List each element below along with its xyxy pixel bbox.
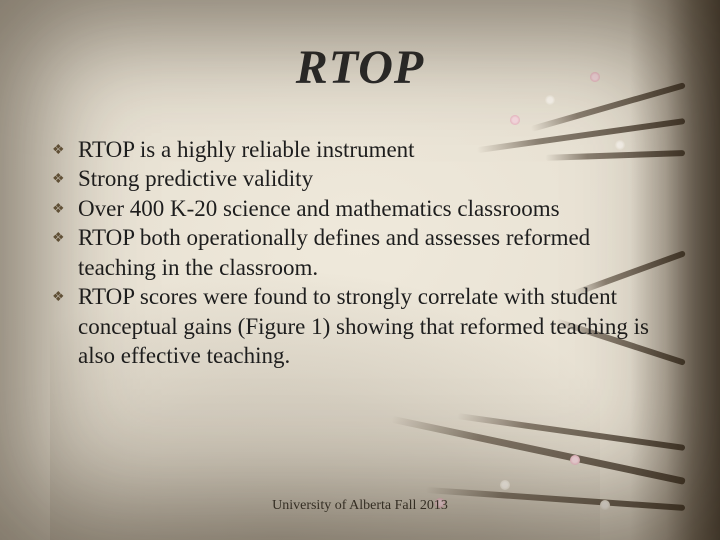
bullet-text: RTOP scores were found to strongly corre… [78,282,660,370]
slide: RTOP ❖ RTOP is a highly reliable instrum… [0,0,720,540]
bullet-text: Over 400 K-20 science and mathematics cl… [78,194,660,223]
bullet-marker-icon: ❖ [52,135,78,160]
bullet-text: RTOP is a highly reliable instrument [78,135,660,164]
bullet-item: ❖ Strong predictive validity [52,164,660,193]
bullet-marker-icon: ❖ [52,282,78,307]
bullet-text: Strong predictive validity [78,164,660,193]
bullet-item: ❖ RTOP is a highly reliable instrument [52,135,660,164]
bullet-marker-icon: ❖ [52,194,78,219]
bullet-marker-icon: ❖ [52,223,78,248]
bullet-marker-icon: ❖ [52,164,78,189]
slide-title: RTOP [0,40,720,95]
slide-footer: University of Alberta Fall 2013 [0,498,720,514]
bullet-item: ❖ Over 400 K-20 science and mathematics … [52,194,660,223]
bullet-item: ❖ RTOP scores were found to strongly cor… [52,282,660,370]
bullet-item: ❖ RTOP both operationally defines and as… [52,223,660,282]
slide-content: ❖ RTOP is a highly reliable instrument ❖… [52,135,660,371]
bullet-text: RTOP both operationally defines and asse… [78,223,660,282]
